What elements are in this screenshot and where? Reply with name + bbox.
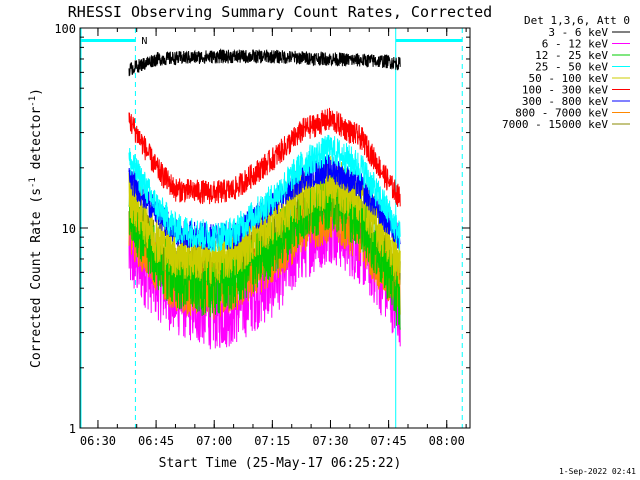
legend-entry-label: 6 - 12 keV: [542, 38, 609, 51]
legend-entry-label: 7000 - 15000 keV: [502, 118, 608, 131]
legend-entry-label: 50 - 100 keV: [529, 72, 609, 85]
footer-timestamp: 1-Sep-2022 02:41: [559, 467, 636, 476]
y-axis-label-end: ): [29, 88, 44, 96]
x-tick-label: 07:45: [371, 434, 407, 448]
x-axis-label: Start Time (25-May-17 06:25:22): [159, 456, 402, 471]
legend-entry-label: 25 - 50 keV: [535, 61, 608, 74]
x-tick-label: 07:15: [254, 434, 290, 448]
y-axis-label-exp2: -1: [28, 96, 38, 107]
y-tick-label: 10: [62, 222, 76, 236]
night-flag-bar: [80, 39, 136, 42]
y-axis-label-exp1: -1: [28, 177, 38, 188]
x-tick-label: 08:00: [429, 434, 465, 448]
x-tick-label: 06:45: [138, 434, 174, 448]
y-tick-label: 1: [69, 422, 76, 436]
series-line-3: [128, 134, 401, 252]
legend-entry-label: 12 - 25 keV: [535, 49, 608, 62]
x-axis-ticks: 06:30 06:45 07:00 07:15 07:30 07:45 08:00: [80, 28, 467, 448]
legend-entry-label: 300 - 800 keV: [522, 95, 608, 108]
series-line-0: [128, 48, 401, 77]
y-axis-label: Corrected Count Rate (s-1 detector-1): [28, 88, 44, 368]
y-axis-ticks: 1 10 100: [54, 22, 470, 436]
series-layer: [128, 48, 401, 350]
x-tick-label: 07:00: [196, 434, 232, 448]
legend-entry-label: 100 - 300 keV: [522, 84, 608, 97]
legend-entry-label: 3 - 6 keV: [548, 26, 608, 39]
legend-header: Det 1,3,6, Att 0: [524, 14, 630, 27]
night-flag-bar: [395, 39, 463, 42]
x-tick-label: 07:30: [312, 434, 348, 448]
chart-title: RHESSI Observing Summary Count Rates, Co…: [68, 3, 492, 21]
y-tick-label: 100: [54, 22, 76, 36]
night-flag-label: N: [141, 36, 147, 47]
x-tick-label: 06:30: [80, 434, 116, 448]
legend-entry-label: 800 - 7000 keV: [515, 107, 608, 120]
y-axis-label-mid: detector: [29, 107, 44, 178]
y-axis-label-main: Corrected Count Rate (s: [29, 188, 44, 368]
series-line-5: [128, 107, 401, 207]
